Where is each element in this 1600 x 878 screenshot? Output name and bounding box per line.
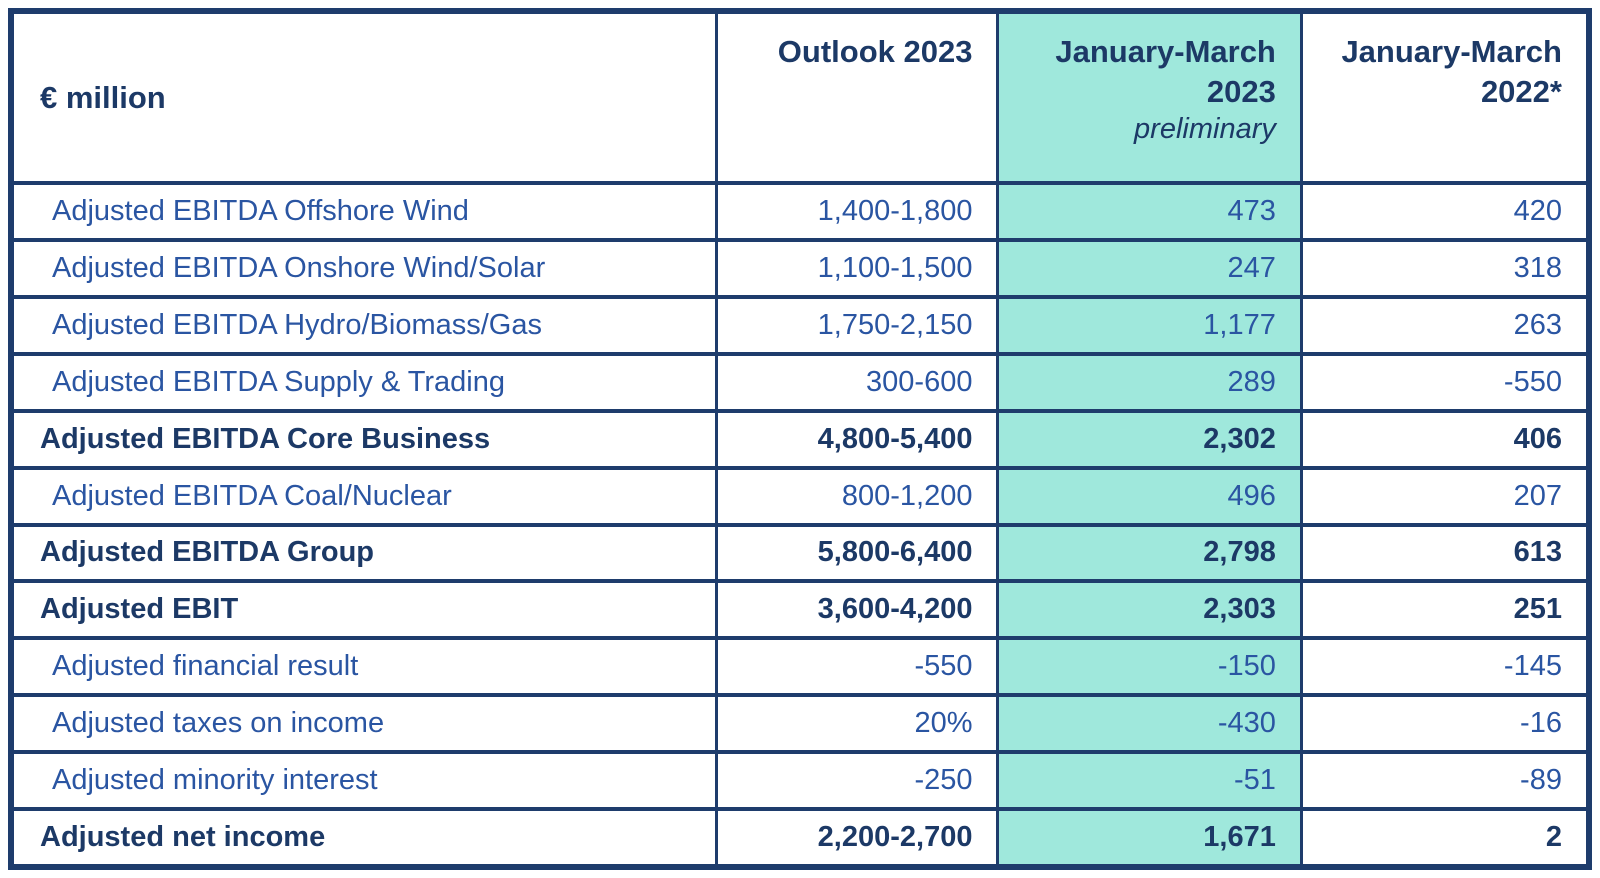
row-label: Adjusted net income xyxy=(40,821,326,854)
jan-mar-2022-value: 613 xyxy=(1299,526,1586,580)
row-label: Adjusted minority interest xyxy=(52,764,378,797)
row-label: Adjusted EBITDA Onshore Wind/Solar xyxy=(52,251,546,284)
table-row: Adjusted EBITDA Offshore Wind 1,400-1,80… xyxy=(14,181,1586,238)
row-label: Adjusted EBIT xyxy=(40,593,239,626)
jan-mar-2023-value: 247 xyxy=(996,241,1300,295)
col-header-jan-mar-2022-label: January-March 2022* xyxy=(1341,34,1562,109)
table-row: Adjusted financial result -550 -150 -145 xyxy=(14,636,1586,694)
jan-mar-2023-value: -150 xyxy=(996,640,1300,694)
jan-mar-2023-value: 289 xyxy=(996,355,1300,409)
col-header-outlook-2023: Outlook 2023 xyxy=(715,14,996,181)
row-label: Adjusted EBITDA Supply & Trading xyxy=(52,365,505,398)
row-label: Adjusted EBITDA Hydro/Biomass/Gas xyxy=(52,308,542,341)
outlook-2023-value: 5,800-6,400 xyxy=(715,526,996,580)
table-row: Adjusted EBIT 3,600-4,200 2,303 251 xyxy=(14,579,1586,637)
table-row: Adjusted EBITDA Onshore Wind/Solar 1,100… xyxy=(14,237,1586,295)
jan-mar-2022-value: 2 xyxy=(1299,811,1586,865)
row-label: Adjusted EBITDA Core Business xyxy=(40,422,491,455)
jan-mar-2022-value: -89 xyxy=(1299,754,1586,808)
jan-mar-2023-value: 473 xyxy=(996,185,1300,238)
outlook-2023-value: -550 xyxy=(715,640,996,694)
table-row: Adjusted minority interest -250 -51 -89 xyxy=(14,750,1586,808)
jan-mar-2023-value: 1,671 xyxy=(996,811,1300,865)
jan-mar-2022-value: 318 xyxy=(1299,241,1586,295)
preliminary-note: preliminary xyxy=(1134,113,1276,146)
col-header-jan-mar-2023-label: January-March 2023 xyxy=(1055,34,1276,109)
table-row: Adjusted EBITDA Coal/Nuclear 800-1,200 4… xyxy=(14,465,1586,523)
jan-mar-2022-value: 406 xyxy=(1299,412,1586,466)
jan-mar-2022-value: -550 xyxy=(1299,355,1586,409)
jan-mar-2023-value: 2,798 xyxy=(996,526,1300,580)
outlook-2023-value: 20% xyxy=(715,697,996,751)
jan-mar-2022-value: -16 xyxy=(1299,697,1586,751)
row-label: Adjusted EBITDA Group xyxy=(40,536,375,569)
jan-mar-2023-value: -430 xyxy=(996,697,1300,751)
outlook-2023-value: 2,200-2,700 xyxy=(715,811,996,865)
jan-mar-2023-value: 2,302 xyxy=(996,412,1300,466)
outlook-2023-value: 300-600 xyxy=(715,355,996,409)
outlook-2023-value: 3,600-4,200 xyxy=(715,583,996,637)
table-row: Adjusted net income 2,200-2,700 1,671 2 xyxy=(14,807,1586,865)
row-label: Adjusted taxes on income xyxy=(52,707,385,740)
table-header-row: € million Outlook 2023 January-March 202… xyxy=(14,14,1586,181)
col-header-jan-mar-2022: January-March 2022* xyxy=(1299,14,1586,181)
table-row: Adjusted taxes on income 20% -430 -16 xyxy=(14,693,1586,751)
col-header-outlook-2023-label: Outlook 2023 xyxy=(777,34,973,69)
jan-mar-2022-value: 207 xyxy=(1299,469,1586,523)
jan-mar-2023-value: 1,177 xyxy=(996,298,1300,352)
outlook-2023-value: 1,100-1,500 xyxy=(715,241,996,295)
jan-mar-2022-value: -145 xyxy=(1299,640,1586,694)
jan-mar-2023-value: -51 xyxy=(996,754,1300,808)
jan-mar-2022-value: 263 xyxy=(1299,298,1586,352)
jan-mar-2022-value: 420 xyxy=(1299,185,1586,238)
table-row: Adjusted EBITDA Supply & Trading 300-600… xyxy=(14,351,1586,409)
row-label: Adjusted EBITDA Offshore Wind xyxy=(52,194,469,227)
outlook-2023-value: 1,750-2,150 xyxy=(715,298,996,352)
jan-mar-2022-value: 251 xyxy=(1299,583,1586,637)
financial-table: € million Outlook 2023 January-March 202… xyxy=(8,8,1592,870)
outlook-2023-value: 1,400-1,800 xyxy=(715,185,996,238)
jan-mar-2023-value: 496 xyxy=(996,469,1300,523)
outlook-2023-value: 800-1,200 xyxy=(715,469,996,523)
table-row: Adjusted EBITDA Hydro/Biomass/Gas 1,750-… xyxy=(14,294,1586,352)
row-label: Adjusted financial result xyxy=(52,650,359,683)
jan-mar-2023-value: 2,303 xyxy=(996,583,1300,637)
outlook-2023-value: 4,800-5,400 xyxy=(715,412,996,466)
table-row: Adjusted EBITDA Core Business 4,800-5,40… xyxy=(14,408,1586,466)
outlook-2023-value: -250 xyxy=(715,754,996,808)
unit-header: € million xyxy=(40,79,166,115)
table-row: Adjusted EBITDA Group 5,800-6,400 2,798 … xyxy=(14,522,1586,580)
col-header-jan-mar-2023: January-March 2023 preliminary xyxy=(996,14,1300,181)
row-label: Adjusted EBITDA Coal/Nuclear xyxy=(52,479,452,512)
